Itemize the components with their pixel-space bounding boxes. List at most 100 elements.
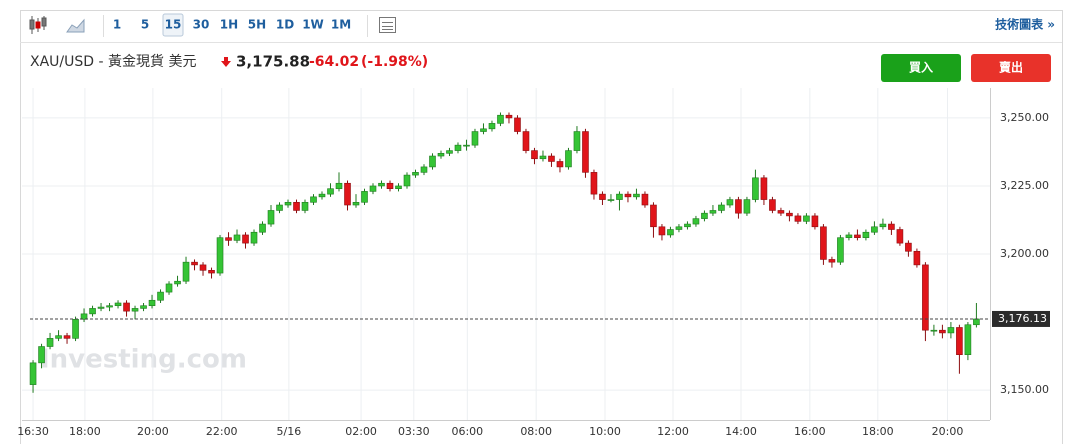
candle-body — [556, 161, 564, 168]
frame — [20, 10, 1063, 444]
down-arrow — [221, 57, 231, 67]
advanced-chart-link[interactable]: 技術圖表 » — [995, 17, 1055, 32]
candle-body — [667, 229, 674, 236]
candle-body — [709, 210, 717, 214]
candle-body — [973, 318, 980, 326]
buy-label[interactable]: 買入 — [909, 61, 933, 75]
candle-body — [701, 212, 708, 219]
candle-body — [616, 193, 623, 200]
candle-body — [854, 234, 861, 238]
area-icon[interactable] — [66, 18, 85, 33]
interval-button[interactable]: 1M — [331, 18, 351, 32]
x-tick-label: 06:00 — [451, 425, 483, 438]
candle-body — [760, 177, 768, 200]
candle-body — [743, 199, 751, 214]
candle-body — [352, 201, 360, 206]
interval-button[interactable]: 30 — [193, 18, 210, 32]
candle-body — [429, 155, 436, 168]
interval-button[interactable]: 1H — [220, 18, 238, 32]
candle-body — [820, 226, 827, 260]
candle-body — [293, 201, 300, 211]
candle-body — [794, 215, 802, 222]
interval-button[interactable]: 5 — [141, 18, 149, 32]
candle-body — [301, 201, 309, 211]
candle-body — [369, 185, 377, 192]
sell-button[interactable] — [971, 54, 1051, 82]
x-tick-label: 18:00 — [69, 425, 101, 438]
candle-body — [650, 204, 657, 228]
interval-button[interactable]: 1W — [302, 18, 324, 32]
candle-body — [896, 229, 904, 244]
x-tick-label: 5/16 — [277, 425, 302, 438]
candle-body — [182, 261, 190, 282]
candle-body — [412, 172, 419, 176]
candle-body — [157, 291, 164, 301]
candle-body — [344, 182, 351, 206]
candle-body — [488, 123, 496, 130]
candle-body — [471, 131, 479, 146]
x-tick-label: 20:00 — [137, 425, 169, 438]
candle-body — [463, 144, 470, 147]
candle-body — [242, 234, 249, 244]
x-tick-label: 22:00 — [206, 425, 238, 438]
candle-body — [114, 302, 122, 307]
candle-body — [225, 237, 232, 241]
y-tick-label: 3,150.00 — [1000, 383, 1049, 396]
candle-body — [446, 150, 453, 154]
instrument-name: XAU/USD - 黃金現貨 美元 — [30, 53, 196, 70]
candle-body — [565, 150, 572, 168]
candle-body — [233, 234, 241, 241]
candle-body — [89, 308, 96, 315]
y-tick-label: 3,225.00 — [1000, 179, 1049, 192]
candle-body — [573, 131, 581, 151]
interval-button[interactable]: 1D — [276, 18, 294, 32]
candle-body — [624, 193, 632, 198]
candle-body — [216, 237, 224, 274]
candle-body — [420, 166, 428, 173]
candle-body — [922, 264, 929, 331]
last-price-box — [992, 310, 1050, 327]
x-tick-label: 18:00 — [862, 425, 894, 438]
x-tick-label: 16:30 — [17, 425, 49, 438]
interval-button[interactable]: 1 — [113, 18, 121, 32]
x-tick-label: 03:30 — [398, 425, 430, 438]
candle-body — [684, 223, 691, 228]
change: -64.02 — [309, 54, 359, 70]
candle-body — [735, 199, 742, 214]
candle-body — [964, 324, 972, 355]
candle-body — [208, 270, 215, 274]
candle-body — [505, 114, 513, 119]
candle-body — [803, 215, 810, 222]
candle-body — [769, 199, 776, 211]
interval-button[interactable]: 5H — [248, 18, 266, 32]
table-icon[interactable] — [379, 17, 396, 33]
candle-body — [862, 231, 870, 238]
candle-body — [879, 223, 887, 228]
candle-body — [531, 150, 538, 160]
candle-body — [148, 299, 156, 307]
candle-icon[interactable] — [29, 16, 47, 34]
active-interval — [162, 13, 184, 37]
candle-body — [641, 193, 649, 206]
candle-body — [607, 199, 615, 201]
buy-button[interactable] — [881, 54, 961, 82]
x-tick-label: 08:00 — [520, 425, 552, 438]
candle-body — [548, 155, 555, 162]
candle-body — [582, 131, 589, 173]
candle-body — [63, 335, 71, 339]
interval-button[interactable]: 15 — [165, 18, 182, 32]
candle-body — [123, 302, 130, 312]
candle-body — [199, 264, 207, 271]
candle-body — [480, 128, 487, 132]
candle-body — [318, 193, 326, 198]
candle-body — [811, 215, 819, 228]
candle-body — [327, 188, 334, 195]
sell-label[interactable]: 賣出 — [998, 60, 1023, 75]
candle-body — [437, 153, 445, 157]
candle-body — [454, 144, 462, 151]
candle-body — [633, 193, 640, 198]
candle-body — [259, 223, 266, 233]
candle-body — [378, 182, 385, 187]
